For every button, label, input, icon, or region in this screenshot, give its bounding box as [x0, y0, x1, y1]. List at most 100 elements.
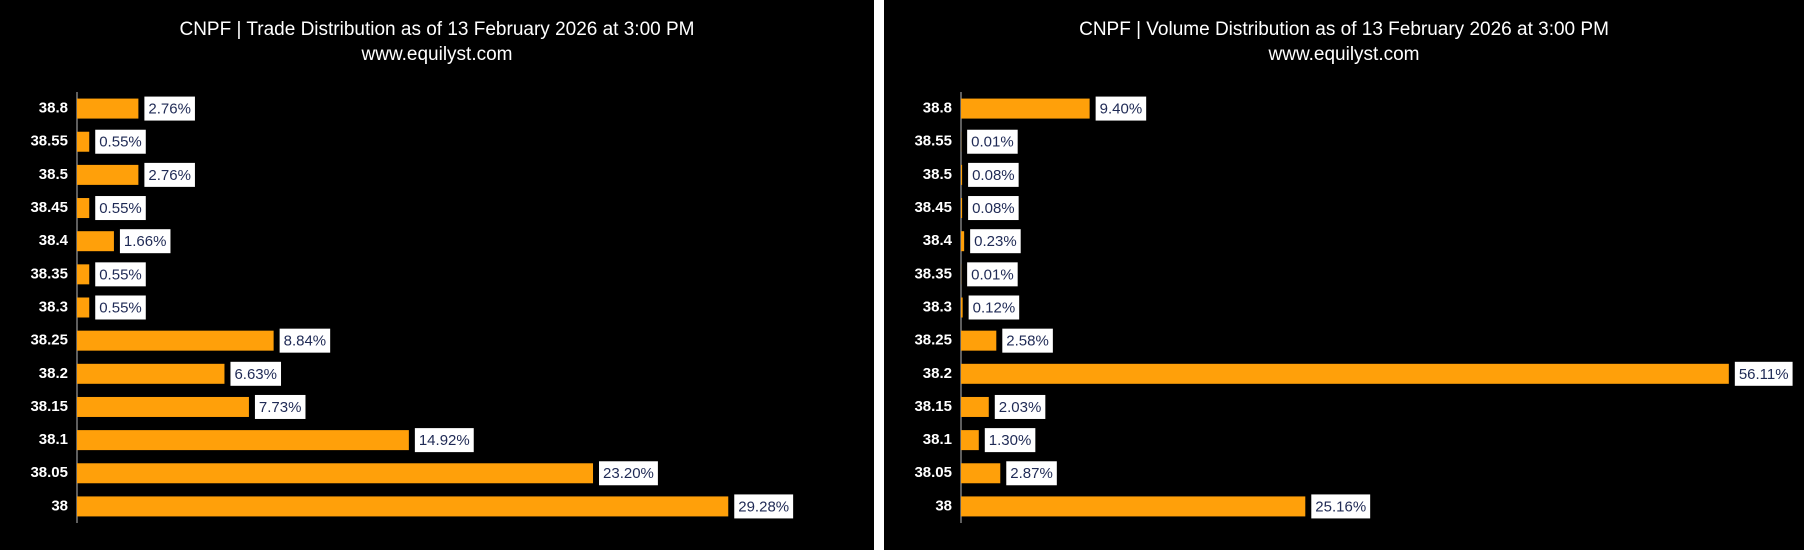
value-label-box	[599, 461, 658, 486]
y-tick-label: 38.4	[39, 232, 69, 249]
value-label: 8.84%	[284, 333, 327, 350]
y-tick-label: 38.15	[30, 398, 68, 415]
value-label-box	[968, 196, 1019, 221]
value-label-box	[95, 262, 146, 287]
y-tick-label: 38.8	[39, 100, 68, 117]
value-label: 0.55%	[99, 200, 142, 217]
bar	[77, 363, 225, 384]
value-label-box	[968, 295, 1020, 320]
y-tick-label: 38.25	[914, 332, 952, 349]
value-label: 2.87%	[1010, 465, 1053, 482]
value-label: 2.58%	[1006, 333, 1049, 350]
y-tick-label: 38	[935, 497, 952, 514]
y-tick-label: 38.4	[923, 232, 953, 249]
y-tick-label: 38.25	[30, 332, 68, 349]
value-label: 0.08%	[972, 200, 1015, 217]
value-label: 9.40%	[1100, 101, 1143, 118]
y-tick-label: 38.2	[923, 365, 952, 382]
value-label: 23.20%	[603, 465, 654, 482]
value-label-box	[95, 129, 146, 154]
y-tick-label: 38.3	[39, 298, 68, 315]
y-tick-label: 38	[51, 497, 68, 514]
bar	[77, 430, 409, 451]
bar	[961, 231, 965, 252]
value-label: 0.23%	[974, 233, 1017, 250]
bar	[961, 330, 997, 351]
value-label-box	[1095, 96, 1147, 121]
bar	[77, 264, 90, 285]
value-label: 7.73%	[259, 399, 302, 416]
value-label: 0.55%	[99, 134, 142, 151]
bar	[77, 330, 274, 351]
value-label-box	[414, 428, 474, 453]
y-tick-label: 38.35	[914, 265, 952, 282]
bar	[77, 98, 139, 119]
y-tick-label: 38.8	[923, 100, 952, 117]
value-label: 29.28%	[738, 498, 789, 515]
value-label-box	[230, 361, 282, 386]
chart-panel: CNPF | Volume Distribution as of 13 Febr…	[884, 0, 1804, 550]
value-label-box	[1002, 328, 1053, 353]
chart-panel: CNPF | Trade Distribution as of 13 Febru…	[0, 0, 874, 550]
value-label-box	[119, 229, 171, 254]
value-label-box	[734, 494, 794, 519]
y-tick-label: 38.35	[30, 265, 68, 282]
bar	[961, 430, 979, 451]
value-label-box	[967, 129, 1018, 154]
value-label: 56.11%	[1739, 366, 1789, 383]
y-tick-label: 38.1	[923, 431, 952, 448]
bar	[77, 496, 729, 517]
y-tick-label: 38.2	[39, 365, 68, 382]
bar	[77, 396, 249, 417]
bar	[77, 164, 139, 185]
value-label: 0.08%	[972, 167, 1015, 184]
value-label: 2.76%	[148, 101, 191, 118]
value-label-box	[967, 262, 1018, 287]
y-tick-label: 38.55	[30, 133, 68, 150]
value-label-box	[144, 162, 195, 187]
chart-title: CNPF | Volume Distribution as of 13 Febr…	[1079, 19, 1609, 40]
value-label: 14.92%	[419, 432, 470, 449]
value-label-box	[254, 394, 306, 419]
chart-title: CNPF | Trade Distribution as of 13 Febru…	[179, 19, 694, 40]
bar	[961, 198, 963, 219]
bar	[961, 164, 963, 185]
value-label: 2.76%	[148, 167, 191, 184]
value-label: 0.12%	[973, 299, 1016, 316]
bar	[77, 198, 90, 219]
value-label: 2.03%	[999, 399, 1042, 416]
value-label-box	[95, 196, 146, 221]
y-tick-label: 38.3	[923, 298, 952, 315]
y-tick-label: 38.55	[914, 133, 952, 150]
value-label: 1.66%	[124, 233, 167, 250]
bar	[77, 297, 90, 318]
value-label: 0.01%	[971, 266, 1014, 283]
chart-subtitle: www.equilyst.com	[361, 44, 513, 65]
value-label: 0.01%	[971, 134, 1014, 151]
bar	[961, 496, 1306, 517]
y-tick-label: 38.15	[914, 398, 952, 415]
value-label-box	[968, 162, 1019, 187]
value-label: 25.16%	[1315, 498, 1366, 515]
value-label-box	[970, 229, 1021, 254]
value-label: 0.55%	[99, 299, 142, 316]
value-label: 6.63%	[234, 366, 277, 383]
bar	[961, 297, 963, 318]
value-label-box	[1311, 494, 1371, 519]
y-tick-label: 38.1	[39, 431, 68, 448]
y-tick-label: 38.5	[39, 166, 68, 183]
bar	[77, 463, 594, 484]
value-label: 1.30%	[989, 432, 1032, 449]
y-tick-label: 38.05	[30, 464, 68, 481]
value-label-box	[994, 394, 1046, 419]
bar	[77, 231, 114, 252]
value-label-box	[1734, 361, 1793, 386]
y-tick-label: 38.45	[914, 199, 952, 216]
y-tick-label: 38.05	[914, 464, 952, 481]
value-label-box	[144, 96, 195, 121]
value-label: 0.55%	[99, 266, 142, 283]
bar	[961, 363, 1729, 384]
y-tick-label: 38.45	[30, 199, 68, 216]
bar	[77, 131, 90, 152]
